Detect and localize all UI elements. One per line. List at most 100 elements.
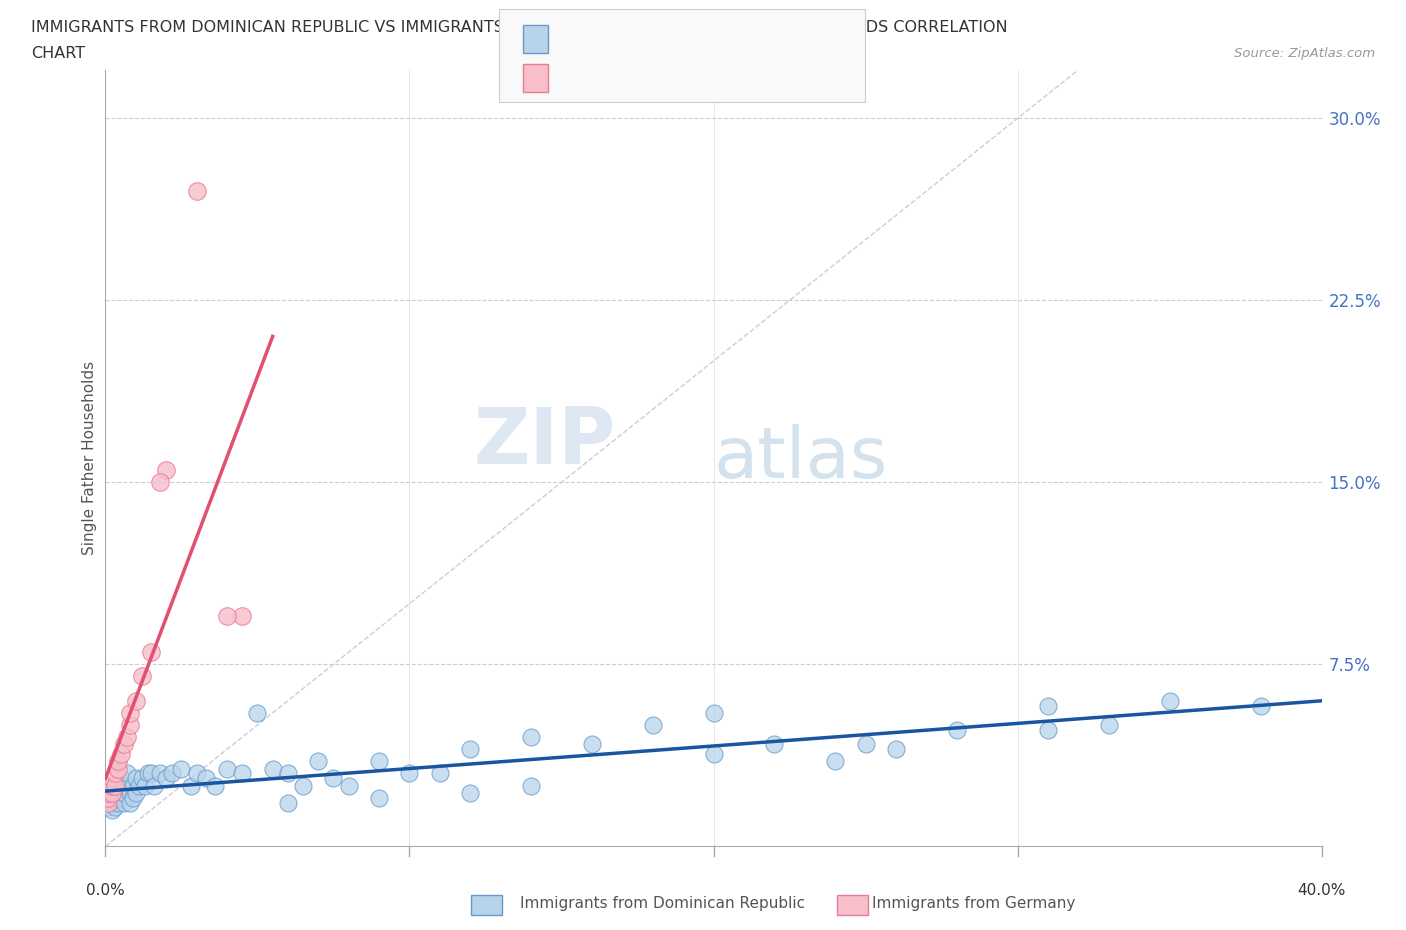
Point [110,790,132,805]
Point [125,786,148,801]
Point [1036,723,1059,737]
Point [292,778,315,793]
Point [186,766,208,781]
Point [170,761,193,776]
Y-axis label: Single Father Households: Single Father Households [82,361,97,555]
Point [97,786,120,801]
Point [368,754,391,769]
Point [217,608,239,623]
Point [322,771,344,786]
Point [702,705,725,720]
Point [217,761,239,776]
Point [149,475,172,490]
Point [100,790,122,805]
Point [1098,718,1121,733]
Text: N = 80: N = 80 [717,30,779,47]
Point [139,644,162,659]
Point [97,795,120,810]
Point [112,778,135,793]
Point [131,771,153,786]
Point [100,780,122,795]
Text: 0.0%: 0.0% [86,883,125,897]
Point [110,771,132,786]
Point [398,766,420,781]
Point [118,705,141,720]
Point [110,778,132,793]
Point [103,780,125,795]
Point [186,183,208,198]
Point [149,766,172,781]
Point [115,778,138,793]
Point [107,795,129,810]
Point [100,795,122,810]
Text: 40.0%: 40.0% [1298,883,1346,897]
Point [97,790,120,805]
Point [277,766,299,781]
Point [110,747,132,762]
Point [204,778,226,793]
Text: atlas: atlas [713,423,889,493]
Point [180,778,202,793]
Point [100,778,122,793]
Point [100,792,122,807]
Point [945,723,967,737]
Point [107,790,129,805]
Point [337,778,360,793]
Point [107,778,129,793]
Point [107,754,129,769]
Point [1036,698,1059,713]
Point [100,771,122,786]
Point [824,754,846,769]
Point [125,693,148,708]
Point [368,790,391,805]
Point [581,737,603,751]
Point [125,771,148,786]
Point [103,800,125,815]
Text: Immigrants from Germany: Immigrants from Germany [872,897,1076,911]
Point [231,608,253,623]
Point [118,718,141,733]
Text: ZIP: ZIP [474,405,616,481]
Point [100,803,122,817]
Point [1250,698,1272,713]
Point [131,669,153,684]
Point [702,747,725,762]
Point [103,766,125,781]
Point [520,730,543,745]
Point [429,766,451,781]
Text: R = 0.560: R = 0.560 [560,69,650,86]
Point [763,737,786,751]
Point [520,778,543,793]
Point [307,754,329,769]
Point [97,795,120,810]
Point [97,786,120,801]
Point [458,786,481,801]
Point [262,761,284,776]
Point [855,737,877,751]
Text: CHART: CHART [31,46,84,61]
Text: N = 20: N = 20 [717,69,779,86]
Point [155,463,177,478]
Point [136,766,159,781]
Point [97,790,120,805]
Point [103,790,125,805]
Point [139,766,162,781]
Point [103,778,125,793]
Point [121,778,143,793]
Point [134,778,156,793]
Point [107,786,129,801]
Point [115,730,138,745]
Point [112,795,135,810]
Text: R = 0.380: R = 0.380 [560,30,650,47]
Point [162,766,184,781]
Point [641,718,664,733]
Point [103,786,125,801]
Point [458,742,481,757]
Point [107,761,129,776]
Point [112,786,135,801]
Point [100,786,122,801]
Point [100,786,122,801]
Point [143,778,166,793]
Text: IMMIGRANTS FROM DOMINICAN REPUBLIC VS IMMIGRANTS FROM GERMANY SINGLE FATHER HOUS: IMMIGRANTS FROM DOMINICAN REPUBLIC VS IM… [31,20,1008,35]
Point [121,790,143,805]
